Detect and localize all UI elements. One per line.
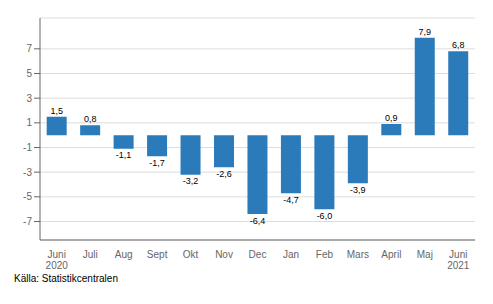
svg-text:5: 5 xyxy=(26,68,32,79)
svg-text:-1: -1 xyxy=(23,142,32,153)
svg-text:-1,7: -1,7 xyxy=(149,158,165,168)
svg-text:7: 7 xyxy=(26,43,32,54)
svg-text:1,5: 1,5 xyxy=(50,106,63,116)
svg-text:-3,2: -3,2 xyxy=(183,176,199,186)
html-text:Källa: Statistikcentralen: Källa: Statistikcentralen xyxy=(14,273,118,284)
svg-text:3: 3 xyxy=(26,93,32,104)
svg-text:-4,7: -4,7 xyxy=(283,195,299,205)
svg-text:Dec: Dec xyxy=(249,249,267,260)
svg-text:Juli: Juli xyxy=(83,249,98,260)
svg-text:6,8: 6,8 xyxy=(452,40,465,50)
svg-text:7,9: 7,9 xyxy=(419,27,432,37)
svg-text:-3,9: -3,9 xyxy=(350,185,366,195)
svg-text:1: 1 xyxy=(26,117,32,128)
svg-text:-6,4: -6,4 xyxy=(250,216,266,226)
svg-text:Aug: Aug xyxy=(115,249,133,260)
svg-text:Maj: Maj xyxy=(417,249,433,260)
svg-text:Okt: Okt xyxy=(183,249,199,260)
svg-text:-3: -3 xyxy=(23,167,32,178)
svg-text:-5: -5 xyxy=(23,191,32,202)
svg-text:Sept: Sept xyxy=(147,249,168,260)
svg-text:Mars: Mars xyxy=(347,249,369,260)
svg-text:Feb: Feb xyxy=(316,249,334,260)
svg-text:Juni2021: Juni2021 xyxy=(447,249,470,271)
svg-text:Juni2020: Juni2020 xyxy=(46,249,69,271)
svg-text:-1,1: -1,1 xyxy=(116,150,132,160)
svg-text:-7: -7 xyxy=(23,216,32,227)
svg-text:Jan: Jan xyxy=(283,249,299,260)
svg-text:0,9: 0,9 xyxy=(385,113,398,123)
svg-text:-6,0: -6,0 xyxy=(317,211,333,221)
svg-text:-2,6: -2,6 xyxy=(216,169,232,179)
svg-text:Nov: Nov xyxy=(215,249,233,260)
svg-text:0,8: 0,8 xyxy=(84,114,97,124)
svg-text:April: April xyxy=(381,249,401,260)
